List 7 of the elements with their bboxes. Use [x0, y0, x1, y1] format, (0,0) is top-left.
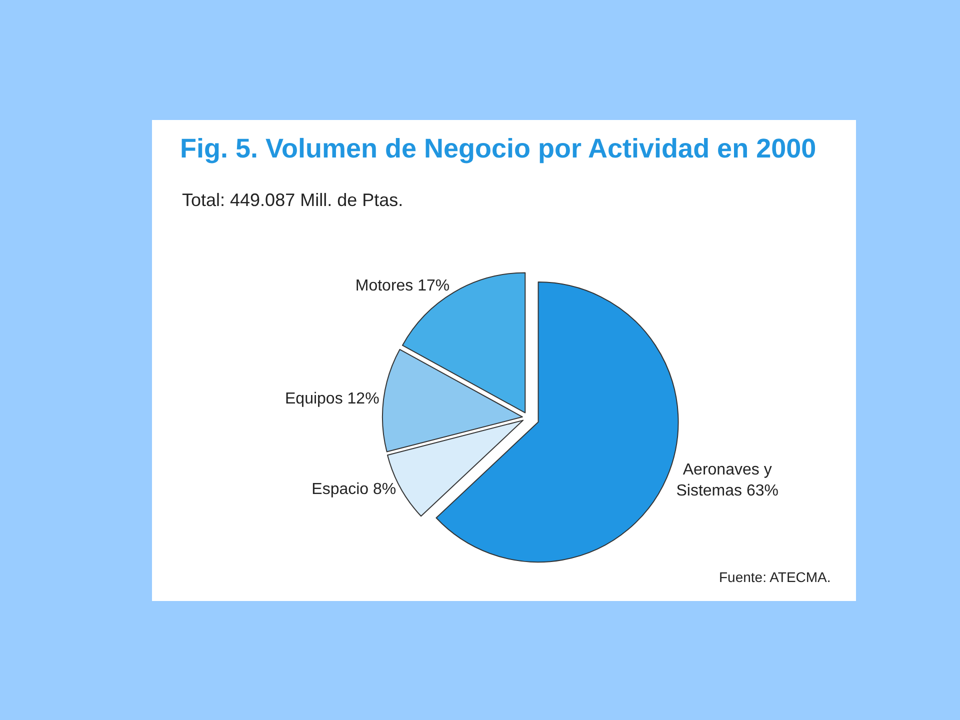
slice-label: Equipos 12% — [285, 390, 380, 408]
chart-title: Fig. 5. Volumen de Negocio por Actividad en 2000 — [180, 133, 816, 164]
chart-subtitle: Total: 449.087 Mill. de Ptas. — [182, 190, 404, 210]
slice-label: Aeronaves y Sistemas 63% — [676, 462, 778, 500]
slice-label: Motores 17% — [355, 277, 450, 294]
source-note: Fuente: ATECMA. — [719, 569, 831, 585]
slice-label: Espacio 8% — [312, 481, 396, 498]
